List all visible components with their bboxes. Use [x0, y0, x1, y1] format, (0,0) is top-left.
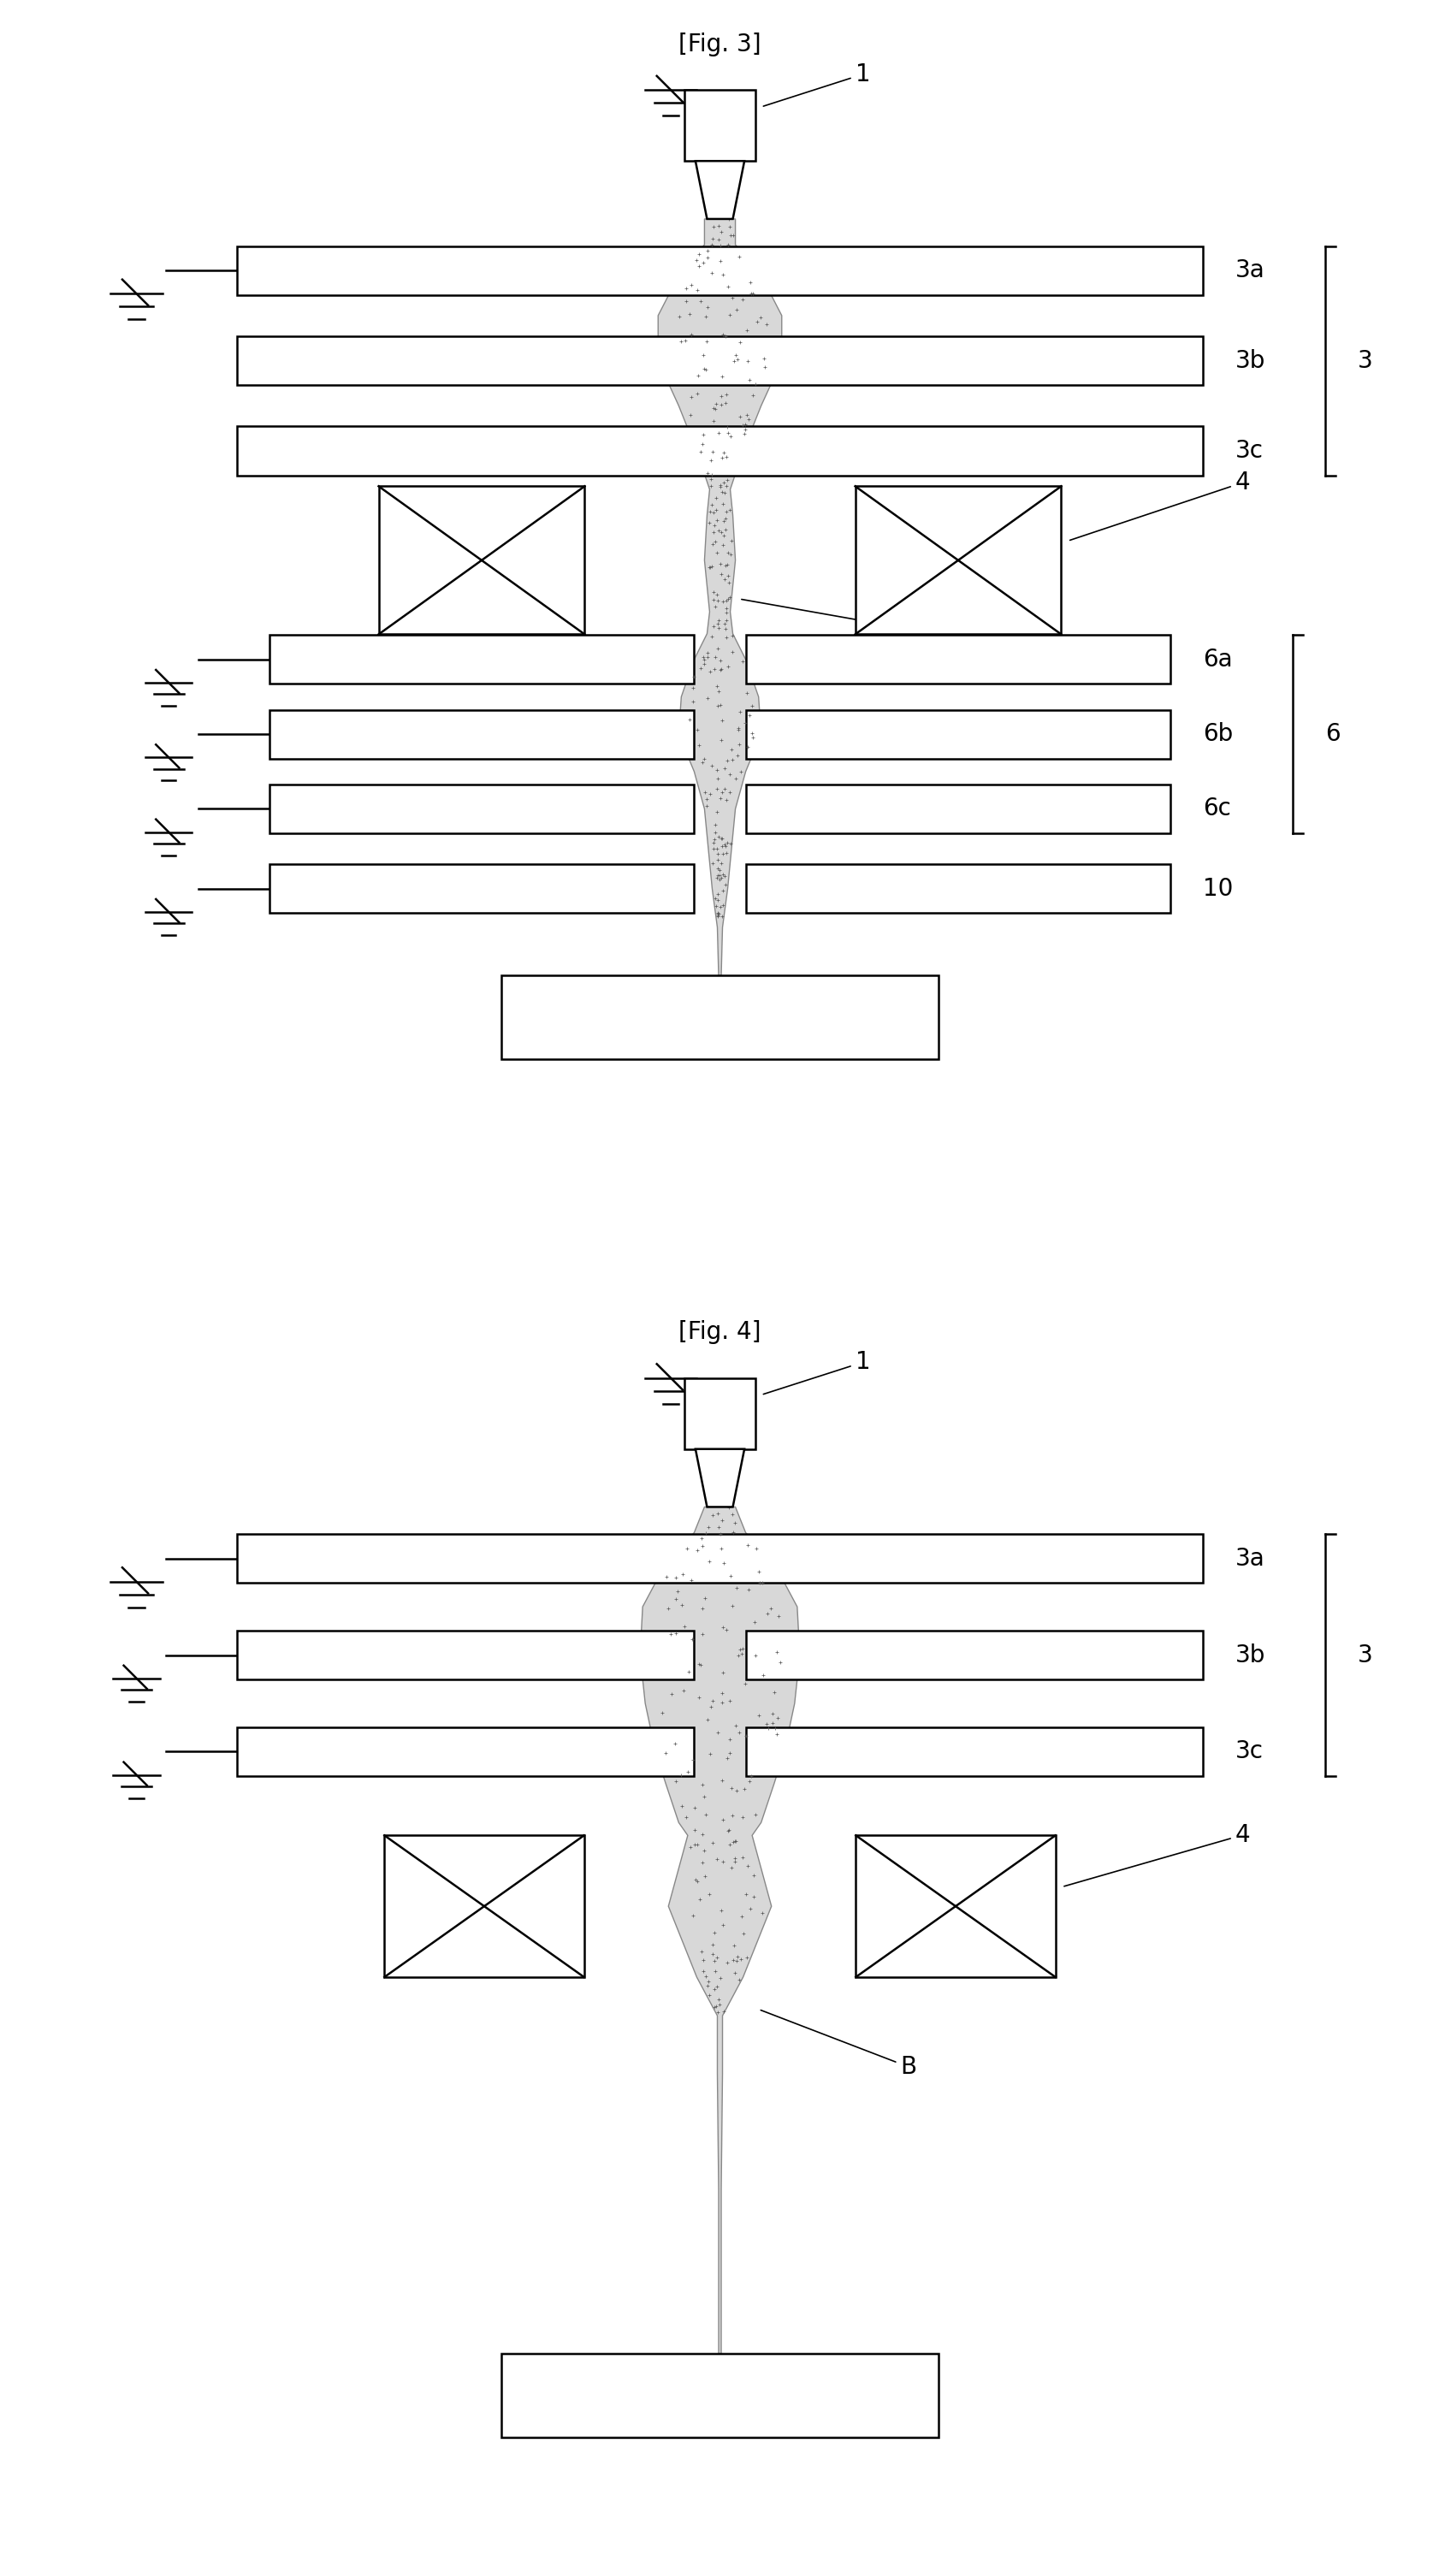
- Bar: [745, 1726, 1202, 1777]
- Bar: [237, 337, 1202, 386]
- Polygon shape: [695, 1448, 744, 1507]
- Text: specimen: specimen: [662, 2383, 777, 2409]
- Text: [Fig. 3]: [Fig. 3]: [678, 31, 761, 57]
- Text: 3b: 3b: [1235, 1643, 1265, 1667]
- Bar: [501, 976, 938, 1059]
- Bar: [269, 863, 694, 912]
- Text: B: B: [741, 600, 891, 636]
- Bar: [269, 786, 694, 835]
- Bar: [237, 247, 1202, 296]
- Text: 6b: 6b: [1202, 721, 1232, 747]
- Bar: [684, 1378, 755, 1448]
- Bar: [269, 636, 694, 685]
- Bar: [237, 1533, 1202, 1582]
- Bar: [745, 863, 1170, 912]
- Text: [Fig. 4]: [Fig. 4]: [678, 1319, 761, 1345]
- Polygon shape: [640, 1507, 799, 2354]
- Bar: [384, 1834, 584, 1978]
- Text: 3a: 3a: [1235, 1546, 1263, 1571]
- Text: 4: 4: [1063, 1824, 1249, 1886]
- Bar: [745, 1631, 1202, 1680]
- Bar: [745, 786, 1170, 835]
- Bar: [269, 711, 694, 757]
- Text: 1: 1: [763, 1350, 869, 1394]
- Text: 3: 3: [1357, 348, 1371, 374]
- Text: 3a: 3a: [1235, 258, 1263, 283]
- Text: 4: 4: [1069, 471, 1249, 541]
- Text: 6c: 6c: [1202, 796, 1230, 822]
- Text: 6: 6: [1324, 721, 1340, 747]
- Text: 3: 3: [1357, 1643, 1371, 1667]
- Polygon shape: [658, 219, 781, 976]
- Polygon shape: [695, 160, 744, 219]
- Bar: [745, 636, 1170, 685]
- Bar: [237, 1726, 694, 1777]
- Text: 6a: 6a: [1202, 647, 1232, 672]
- Text: 10: 10: [1202, 876, 1232, 902]
- Bar: [684, 90, 755, 160]
- Bar: [745, 711, 1170, 757]
- Text: specimen: specimen: [662, 1005, 777, 1030]
- Text: 3c: 3c: [1235, 438, 1262, 464]
- Text: 3b: 3b: [1235, 348, 1265, 374]
- Bar: [501, 2354, 938, 2437]
- Bar: [237, 428, 1202, 474]
- Bar: [237, 1631, 694, 1680]
- Bar: [378, 487, 584, 634]
- Text: 1: 1: [763, 62, 869, 106]
- Text: 3c: 3c: [1235, 1739, 1262, 1765]
- Bar: [855, 487, 1061, 634]
- Bar: [855, 1834, 1055, 1978]
- Text: B: B: [760, 2009, 917, 2079]
